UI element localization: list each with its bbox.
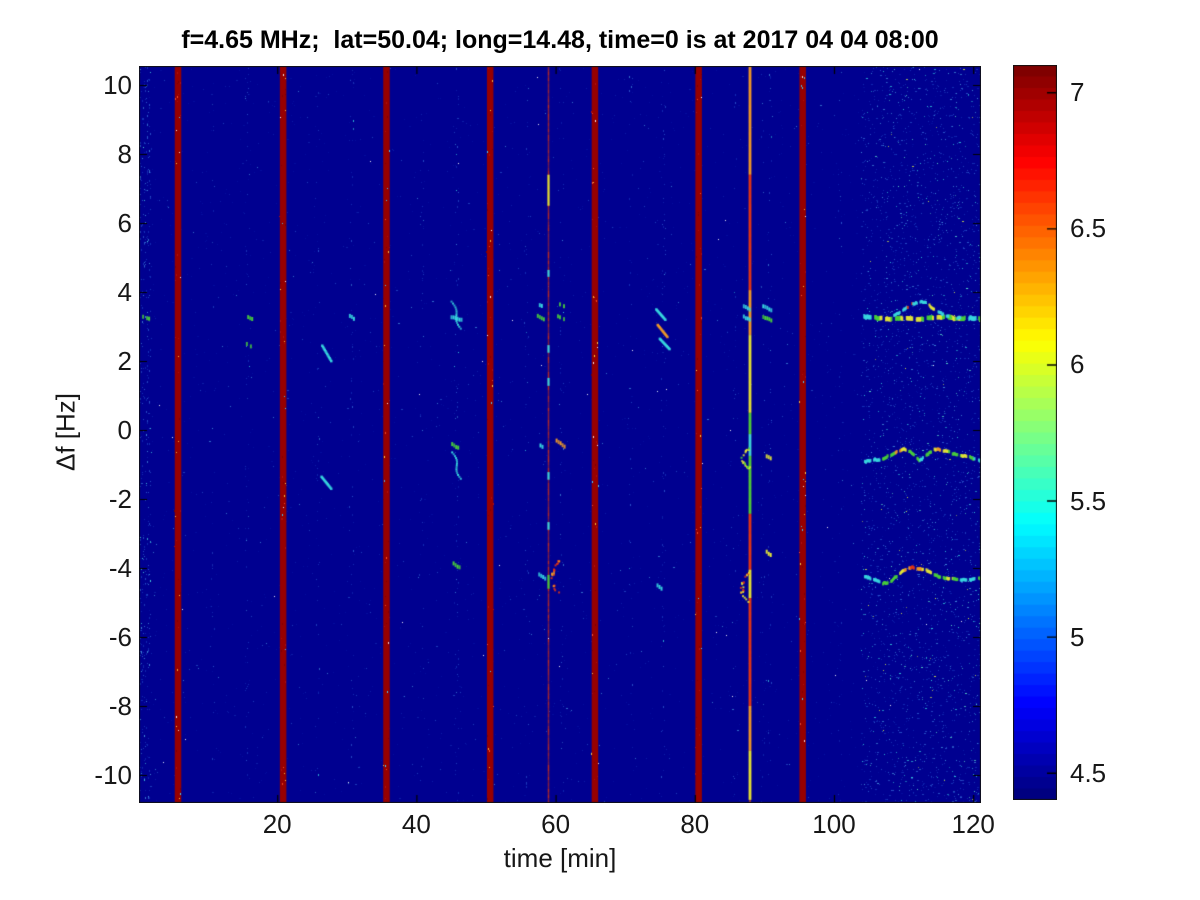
y-tick-label: 2 xyxy=(117,346,132,376)
y-tick-label: -8 xyxy=(108,691,132,721)
y-tick-label: -4 xyxy=(108,553,132,583)
colorbar-tick-label: 6.5 xyxy=(1070,213,1107,244)
y-tick-label: 0 xyxy=(117,415,132,445)
colorbar-tick-label: 5 xyxy=(1070,621,1085,652)
y-tick-label: -2 xyxy=(108,484,132,514)
y-tick-label: 10 xyxy=(103,70,132,100)
plot-title: f=4.65 MHz; lat=50.04; long=14.48, time=… xyxy=(181,26,939,54)
colorbar-tick-label: 7 xyxy=(1070,77,1085,108)
colorbar xyxy=(1013,65,1057,800)
colorbar-tick-label: 5.5 xyxy=(1070,485,1107,516)
colorbar-tick-label: 4.5 xyxy=(1070,757,1107,788)
x-axis-label: time [min] xyxy=(503,843,617,873)
y-tick-label: 6 xyxy=(117,208,132,238)
x-tick-label: 100 xyxy=(812,809,856,839)
x-tick-label: 60 xyxy=(541,809,571,839)
heatmap-plot-area xyxy=(139,66,981,803)
x-tick-label: 80 xyxy=(680,809,710,839)
x-tick-label: 40 xyxy=(401,809,431,839)
colorbar-tick-label: 6 xyxy=(1070,349,1085,380)
y-tick-label: 4 xyxy=(117,277,132,307)
x-tick-label: 20 xyxy=(262,809,292,839)
y-tick-label: -10 xyxy=(94,760,132,790)
y-tick-label: 8 xyxy=(117,139,132,169)
y-tick-label: -6 xyxy=(108,622,132,652)
x-tick-label: 120 xyxy=(951,809,995,839)
